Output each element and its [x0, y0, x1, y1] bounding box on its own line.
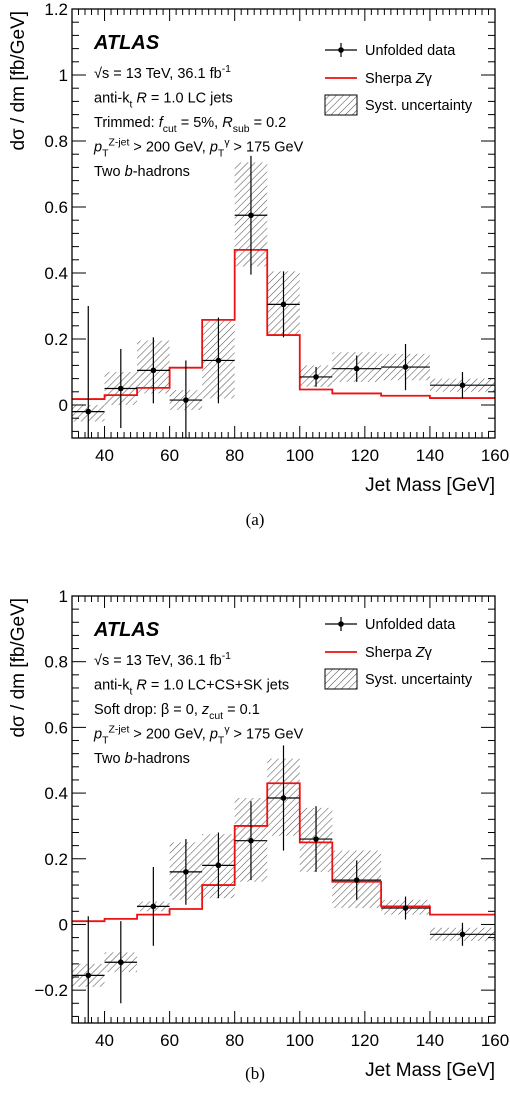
- data-point: [215, 357, 222, 364]
- annotation-line: pTZ-jet > 200 GeV, pTγ > 175 GeV: [93, 725, 304, 747]
- annotation-line: √s = 13 TeV, 36.1 fb-1: [94, 64, 231, 82]
- y-tick-label: 0.8: [44, 653, 68, 672]
- x-tick-label: 160: [481, 446, 509, 465]
- y-tick-label: 0: [59, 915, 68, 934]
- legend-label-sherpa: Sherpa Zγ: [365, 645, 433, 661]
- chart-caption-b: (b): [245, 1064, 265, 1083]
- chart-panel-a: 40 60 80 100 120 140 160 0 0.2 0.4 0.6 0.8 1 1.2 Jet M…: [8, 0, 509, 529]
- x-tick-label: 60: [160, 1031, 179, 1050]
- x-tick-label: 60: [160, 446, 179, 465]
- y-tick-label: 0.6: [44, 198, 68, 217]
- x-tick-label: 160: [481, 1031, 509, 1050]
- data-point: [85, 408, 92, 415]
- y-tick-label: 1.2: [44, 0, 68, 19]
- annotation-line: Soft drop: β = 0, zcut = 0.1: [94, 702, 260, 722]
- x-axis-title: Jet Mass [GeV]: [365, 1060, 495, 1081]
- annotation-line: pTZ-jet > 200 GeV, pTγ > 175 GeV: [93, 138, 304, 160]
- chart-b: 40 60 80 100 120 140 160 −0.2 0 0.2 0.4 0.6 0.8 1 Jet …: [8, 587, 509, 1081]
- legend-label-data: Unfolded data: [365, 617, 456, 633]
- plot-frame: [71, 595, 496, 1024]
- x-tick-label: 40: [95, 1031, 114, 1050]
- data-point: [353, 877, 360, 883]
- legend-syst-box: [324, 94, 358, 116]
- annotation-line: √s = 13 TeV, 36.1 fb-1: [94, 651, 231, 669]
- data-point: [150, 367, 157, 374]
- data-point: [85, 972, 92, 979]
- data-point: [183, 397, 189, 403]
- data-point: [313, 374, 319, 380]
- x-tick-label: 40: [95, 446, 114, 465]
- annotation-line: Two b-hadrons: [94, 164, 190, 180]
- legend-label-data: Unfolded data: [365, 43, 456, 59]
- data-point: [248, 212, 254, 219]
- legend-label-syst: Syst. uncertainty: [365, 98, 473, 114]
- data-point: [118, 959, 124, 966]
- data-point: [353, 365, 360, 372]
- legend-data-marker: [338, 47, 344, 53]
- experiment-label: ATLAS: [93, 32, 160, 54]
- chart-a: 40 60 80 100 120 140 160 0 0.2 0.4 0.6 0.8 1 1.2 Jet M…: [8, 0, 509, 496]
- data-point: [402, 364, 409, 370]
- x-tick-label: 100: [286, 446, 314, 465]
- x-tick-label: 120: [351, 446, 379, 465]
- legend-data-marker: [338, 621, 344, 627]
- y-tick-label: 0.2: [44, 330, 68, 349]
- x-axis-title: Jet Mass [GeV]: [365, 475, 495, 496]
- annotation-line: Two b-hadrons: [94, 751, 190, 767]
- experiment-label: ATLAS: [93, 619, 160, 641]
- y-tick-label: 1: [59, 587, 68, 606]
- data-point: [183, 869, 189, 875]
- data-point: [459, 382, 466, 389]
- x-tick-label: 80: [225, 1031, 244, 1050]
- x-tick-label: 120: [351, 1031, 379, 1050]
- y-axis-title: dσ / dm [fb/GeV]: [8, 598, 29, 738]
- data-point: [248, 837, 254, 844]
- x-tick-label: 80: [225, 446, 244, 465]
- plot-frame: [71, 8, 496, 439]
- data-point: [150, 903, 157, 910]
- y-tick-label: 0.4: [44, 264, 68, 283]
- data-point: [459, 931, 466, 938]
- annotation-line: anti-kt R = 1.0 LC jets: [94, 91, 233, 111]
- y-tick-label: −0.2: [34, 981, 68, 1000]
- legend-syst-box: [324, 668, 358, 690]
- annotation-line: Trimmed: fcut = 5%, Rsub = 0.2: [94, 115, 286, 135]
- data-point: [118, 385, 124, 392]
- y-tick-label: 0.6: [44, 718, 68, 737]
- x-tick-label: 100: [286, 1031, 314, 1050]
- y-tick-label: 0: [59, 396, 68, 415]
- legend-label-sherpa: Sherpa Zγ: [365, 71, 433, 87]
- annotation-line: anti-kt R = 1.0 LC+CS+SK jets: [94, 678, 289, 698]
- y-tick-label: 1: [59, 66, 68, 85]
- data-point: [280, 301, 287, 308]
- chart-panel-b: 40 60 80 100 120 140 160 −0.2 0 0.2 0.4 0.6 0.8 1 Jet …: [0, 556, 510, 1112]
- data-point: [402, 905, 409, 911]
- legend-label-syst: Syst. uncertainty: [365, 672, 473, 688]
- y-tick-label: 0.8: [44, 132, 68, 151]
- x-tick-label: 140: [416, 1031, 444, 1050]
- y-tick-label: 0.2: [44, 850, 68, 869]
- x-tick-label: 140: [416, 446, 444, 465]
- y-axis-title: dσ / dm [fb/GeV]: [8, 11, 29, 151]
- y-tick-label: 0.4: [44, 784, 68, 803]
- chart-caption-a: (a): [245, 510, 265, 529]
- data-point: [215, 862, 222, 869]
- data-point: [280, 795, 287, 801]
- data-point: [313, 836, 319, 842]
